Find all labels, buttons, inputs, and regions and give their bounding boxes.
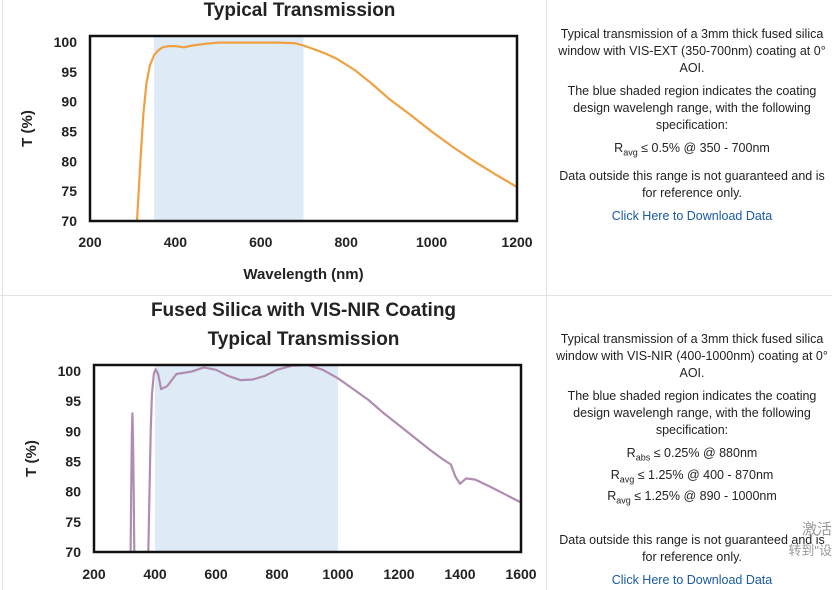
x-tick-label: 400: [164, 234, 188, 250]
y-tick-label: 75: [61, 183, 77, 199]
y-axis-label: T (%): [23, 440, 40, 477]
spec-line: Ravg ≤ 1.25% @ 890 - 1000nm: [556, 488, 828, 510]
transmission-chart-vis-ext: Typical Transmission 70 75 80 85 90 95 100 200 40…: [19, 0, 533, 283]
chart-row-2: Fused Silica with VIS-NIR Coating Typical…: [0, 296, 832, 590]
spec-subscript: avg: [616, 495, 631, 506]
spec-symbol: R: [607, 489, 617, 503]
x-axis-label: Wavelength (nm): [243, 266, 363, 283]
spec-symbol: R: [610, 467, 620, 482]
spec-list: Rabs ≤ 0.25% @ 880nm Ravg ≤ 1.25% @ 400 -…: [556, 445, 828, 510]
x-tick-label: 200: [78, 234, 102, 250]
spec-subscript: abs: [635, 452, 651, 463]
chart-row-1: Typical Transmission 70 75 80 85 90 95 100 200 40…: [0, 0, 832, 296]
y-tick-label: 85: [65, 454, 81, 470]
spec-value: ≤ 0.25% @ 880nm: [650, 446, 758, 460]
left-border: [2, 0, 3, 295]
y-tick-label: 75: [65, 514, 81, 530]
disclaimer-text: Data outside this range is not guarantee…: [559, 168, 825, 200]
chart-title: Fused Silica with VIS-NIR Coating: [151, 300, 456, 321]
spec-value: ≤ 0.5% @ 350 - 700nm: [637, 141, 770, 155]
x-tick-label: 1000: [322, 566, 353, 582]
y-tick-label: 100: [58, 363, 82, 379]
download-data-link[interactable]: Click Here to Download Data: [611, 572, 773, 587]
plot-frame: [92, 363, 523, 554]
column-divider: [546, 296, 547, 590]
plot-frame: [88, 34, 519, 223]
spec-list: Ravg ≤ 0.5% @ 350 - 700nm: [556, 140, 828, 162]
y-tick-label: 70: [61, 213, 77, 229]
x-tick-label: 800: [265, 566, 289, 582]
y-tick-label: 90: [65, 423, 81, 439]
y-tick-label: 80: [65, 484, 81, 500]
x-tick-label: 600: [204, 566, 228, 582]
watermark-line-1: 激活: [801, 521, 832, 538]
chart-title: Typical Transmission: [204, 0, 396, 21]
chart-title: Typical Transmission: [208, 329, 400, 350]
x-tick-label: 200: [82, 566, 106, 582]
x-tick-label: 1000: [416, 234, 447, 250]
transmission-line: [129, 412, 136, 552]
disclaimer-text: Data outside this range is not guarantee…: [559, 532, 825, 564]
description-panel-2: Typical transmission of a 3mm thick fuse…: [556, 331, 828, 589]
download-data-link[interactable]: Click Here to Download Data: [611, 208, 773, 223]
transmission-line: [135, 41, 517, 221]
design-range-shade: [154, 36, 304, 221]
design-range-shade: [155, 365, 338, 552]
x-tick-label: 1400: [444, 566, 475, 582]
y-tick-label: 80: [61, 153, 77, 169]
description-text: The blue shaded region indicates the coa…: [567, 389, 817, 437]
x-tick-label: 600: [249, 234, 273, 250]
spec-value: ≤ 1.25% @ 400 - 870nm: [634, 467, 774, 482]
watermark-line-2: 转到"设: [788, 543, 832, 558]
spec-symbol: R: [626, 446, 636, 460]
spec-value: ≤ 1.25% @ 890 - 1000nm: [630, 489, 777, 503]
y-axis-label: T (%): [19, 110, 36, 147]
spec-line: Rabs ≤ 0.25% @ 880nm: [556, 445, 828, 467]
y-tick-label: 95: [61, 64, 77, 80]
spec-subscript: avg: [619, 474, 635, 484]
spec-line: Ravg ≤ 0.5% @ 350 - 700nm: [556, 140, 828, 162]
description-text: Typical transmission of a 3mm thick fuse…: [556, 332, 828, 380]
y-tick-label: 85: [61, 123, 77, 139]
x-tick-label: 800: [335, 234, 359, 250]
spec-subscript: avg: [623, 147, 638, 158]
description-panel-1: Typical transmission of a 3mm thick fuse…: [556, 26, 828, 225]
description-text: Typical transmission of a 3mm thick fuse…: [558, 27, 826, 75]
left-border: [2, 296, 3, 590]
y-tick-label: 95: [65, 393, 81, 409]
x-tick-label: 1600: [505, 566, 536, 582]
description-text: The blue shaded region indicates the coa…: [567, 84, 817, 132]
y-tick-label: 100: [54, 34, 78, 50]
x-tick-label: 1200: [501, 234, 532, 250]
x-tick-label: 1200: [383, 566, 414, 582]
transmission-chart-vis-nir: Fused Silica with VIS-NIR Coating Typical…: [23, 300, 537, 582]
spec-line: Ravg ≤ 1.25% @ 400 - 870nm: [556, 467, 828, 489]
y-tick-label: 90: [61, 94, 77, 110]
column-divider: [546, 0, 547, 295]
y-tick-label: 70: [65, 544, 81, 560]
spec-symbol: R: [614, 141, 624, 155]
x-tick-label: 400: [143, 566, 167, 582]
